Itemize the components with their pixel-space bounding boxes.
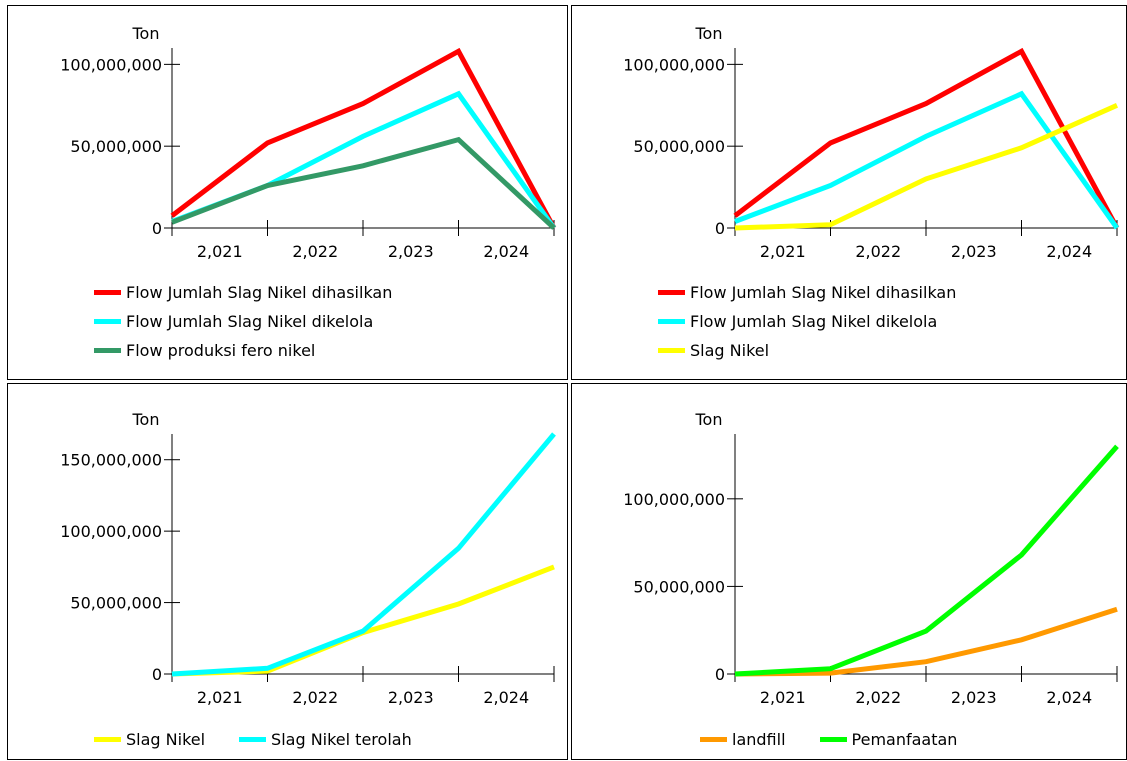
chart-2-x-tick-label: 2,022 xyxy=(855,242,901,261)
chart-4-legend-swatch xyxy=(819,737,847,742)
chart-2-series-line-1 xyxy=(733,47,1120,230)
legend-1: Flow Jumlah Slag Nikel dihasilkan Flow Ju… xyxy=(94,278,392,365)
chart-2-legend-label: Slag Nikel xyxy=(690,341,770,360)
chart-4-series-line-1 xyxy=(734,606,1118,677)
chart-1-series-line-3 xyxy=(171,136,556,230)
chart-3-x-tick-label: 2,024 xyxy=(483,688,529,707)
chart-3-legend-item: Slag Nikel terolah xyxy=(239,725,412,754)
chart-4-legend-item: landfill xyxy=(700,725,786,754)
chart-3-y-tick-label: 100,000,000 xyxy=(60,522,162,541)
chart-1-y-tick-label: 0 xyxy=(152,219,162,238)
chart-3-series-line-1 xyxy=(171,564,555,677)
chart-3-legend-swatch xyxy=(94,737,121,742)
legend-2: Flow Jumlah Slag Nikel dihasilkan Flow Ju… xyxy=(658,278,956,365)
chart-1-legend-label: Flow Jumlah Slag Nikel dihasilkan xyxy=(126,283,393,302)
chart-4-legend-label: Pemanfaatan xyxy=(851,730,958,749)
chart-1-x-tick-label: 2,021 xyxy=(197,242,243,261)
chart-4-series-line-2 xyxy=(734,444,1119,677)
chart-1-legend-swatch xyxy=(94,290,121,295)
chart-2-legend-label: Flow Jumlah Slag Nikel dikelola xyxy=(690,312,938,331)
chart-3-legend-item: Slag Nikel xyxy=(94,725,205,754)
chart-3-y-tick-label: 50,000,000 xyxy=(70,594,162,613)
chart-panel-1: Ton 0 50,000,000 100,000,000 2,021 2,022 2,023… xyxy=(7,5,568,380)
chart-2-legend-item: Flow Jumlah Slag Nikel dihasilkan xyxy=(658,278,956,307)
chart-3-series-line-2 xyxy=(171,432,556,677)
line-chart-4: Ton 0 50,000,000 100,000,000 2,021 2,022 2,023… xyxy=(623,410,1119,707)
chart-2-y-tick-label: 50,000,000 xyxy=(633,137,725,156)
chart-2-legend-swatch xyxy=(658,290,685,295)
chart-3-y-axis-title: Ton xyxy=(132,410,160,429)
chart-2-y-tick-label: 0 xyxy=(715,219,725,238)
chart-1-y-axis-title: Ton xyxy=(132,24,160,43)
chart-1-x-tick-label: 2,022 xyxy=(292,242,338,261)
chart-1-y-tick-label: 50,000,000 xyxy=(70,137,162,156)
chart-1-x-tick-label: 2,023 xyxy=(388,242,434,261)
chart-1-legend-swatch xyxy=(94,348,121,353)
chart-2-x-tick-label: 2,021 xyxy=(760,242,806,261)
chart-3-y-tick-label: 0 xyxy=(152,665,162,684)
chart-4-x-tick-label: 2,023 xyxy=(951,688,997,707)
chart-1-legend-item: Flow produksi fero nikel xyxy=(94,336,392,365)
chart-panel-4: Ton 0 50,000,000 100,000,000 2,021 2,022 2,023… xyxy=(571,383,1127,760)
chart-4-x-tick-label: 2,022 xyxy=(855,688,901,707)
chart-3-x-tick-label: 2,021 xyxy=(197,688,243,707)
line-chart-2: Ton 0 50,000,000 100,000,000 2,021 2,022 2,023… xyxy=(623,24,1120,261)
chart-3-x-tick-label: 2,022 xyxy=(292,688,338,707)
chart-2-legend-swatch xyxy=(658,319,685,324)
chart-2-series-line-2 xyxy=(734,90,1120,230)
chart-1-x-tick-label: 2,024 xyxy=(483,242,529,261)
chart-4-x-tick-label: 2,021 xyxy=(760,688,806,707)
chart-4-y-axis-title: Ton xyxy=(695,410,723,429)
chart-1-series-line-2 xyxy=(171,90,557,230)
chart-2-legend-item: Slag Nikel xyxy=(658,336,956,365)
chart-4-y-tick-label: 100,000,000 xyxy=(623,490,725,509)
chart-3-legend-label: Slag Nikel terolah xyxy=(271,730,412,749)
chart-2-x-tick-label: 2,023 xyxy=(951,242,997,261)
chart-4-legend-item: Pemanfaatan xyxy=(819,725,958,754)
chart-4-legend-label: landfill xyxy=(732,730,786,749)
chart-1-legend-item: Flow Jumlah Slag Nikel dikelola xyxy=(94,307,392,336)
line-chart-1: Ton 0 50,000,000 100,000,000 2,021 2,022 2,023… xyxy=(60,24,557,261)
chart-1-legend-label: Flow Jumlah Slag Nikel dikelola xyxy=(126,312,374,331)
chart-2-y-axis-title: Ton xyxy=(695,24,723,43)
chart-1-legend-item: Flow Jumlah Slag Nikel dihasilkan xyxy=(94,278,392,307)
chart-panel-3: Ton 0 50,000,000 100,000,000 150,000,000 2,02… xyxy=(7,383,568,760)
chart-1-series-line-1 xyxy=(170,47,557,230)
chart-2-y-tick-label: 100,000,000 xyxy=(623,55,725,74)
chart-panel-2: Ton 0 50,000,000 100,000,000 2,021 2,022 2,023… xyxy=(571,5,1127,380)
chart-3-legend-label: Slag Nikel xyxy=(126,730,206,749)
chart-4-legend-swatch xyxy=(700,737,727,742)
chart-4-x-tick-label: 2,024 xyxy=(1046,688,1092,707)
chart-3-x-tick-label: 2,023 xyxy=(388,688,434,707)
legend-4: landfill Pemanfaatan xyxy=(700,725,991,754)
chart-1-legend-label: Flow produksi fero nikel xyxy=(126,341,316,360)
chart-2-legend-label: Flow Jumlah Slag Nikel dihasilkan xyxy=(690,283,957,302)
chart-2-legend-swatch xyxy=(658,348,685,353)
line-chart-3: Ton 0 50,000,000 100,000,000 150,000,000 2,02… xyxy=(60,410,556,707)
chart-1-y-tick-label: 100,000,000 xyxy=(60,55,162,74)
chart-3-legend-swatch xyxy=(239,737,267,742)
chart-1-legend-swatch xyxy=(94,319,121,324)
chart-4-y-tick-label: 50,000,000 xyxy=(633,577,725,596)
chart-2-series-line-3 xyxy=(734,103,1119,231)
chart-2-legend-item: Flow Jumlah Slag Nikel dikelola xyxy=(658,307,956,336)
chart-3-y-tick-label: 150,000,000 xyxy=(60,451,162,470)
chart-2-x-tick-label: 2,024 xyxy=(1046,242,1092,261)
chart-4-y-tick-label: 0 xyxy=(715,665,725,684)
legend-3: Slag Nikel Slag Nikel terolah xyxy=(94,725,446,754)
